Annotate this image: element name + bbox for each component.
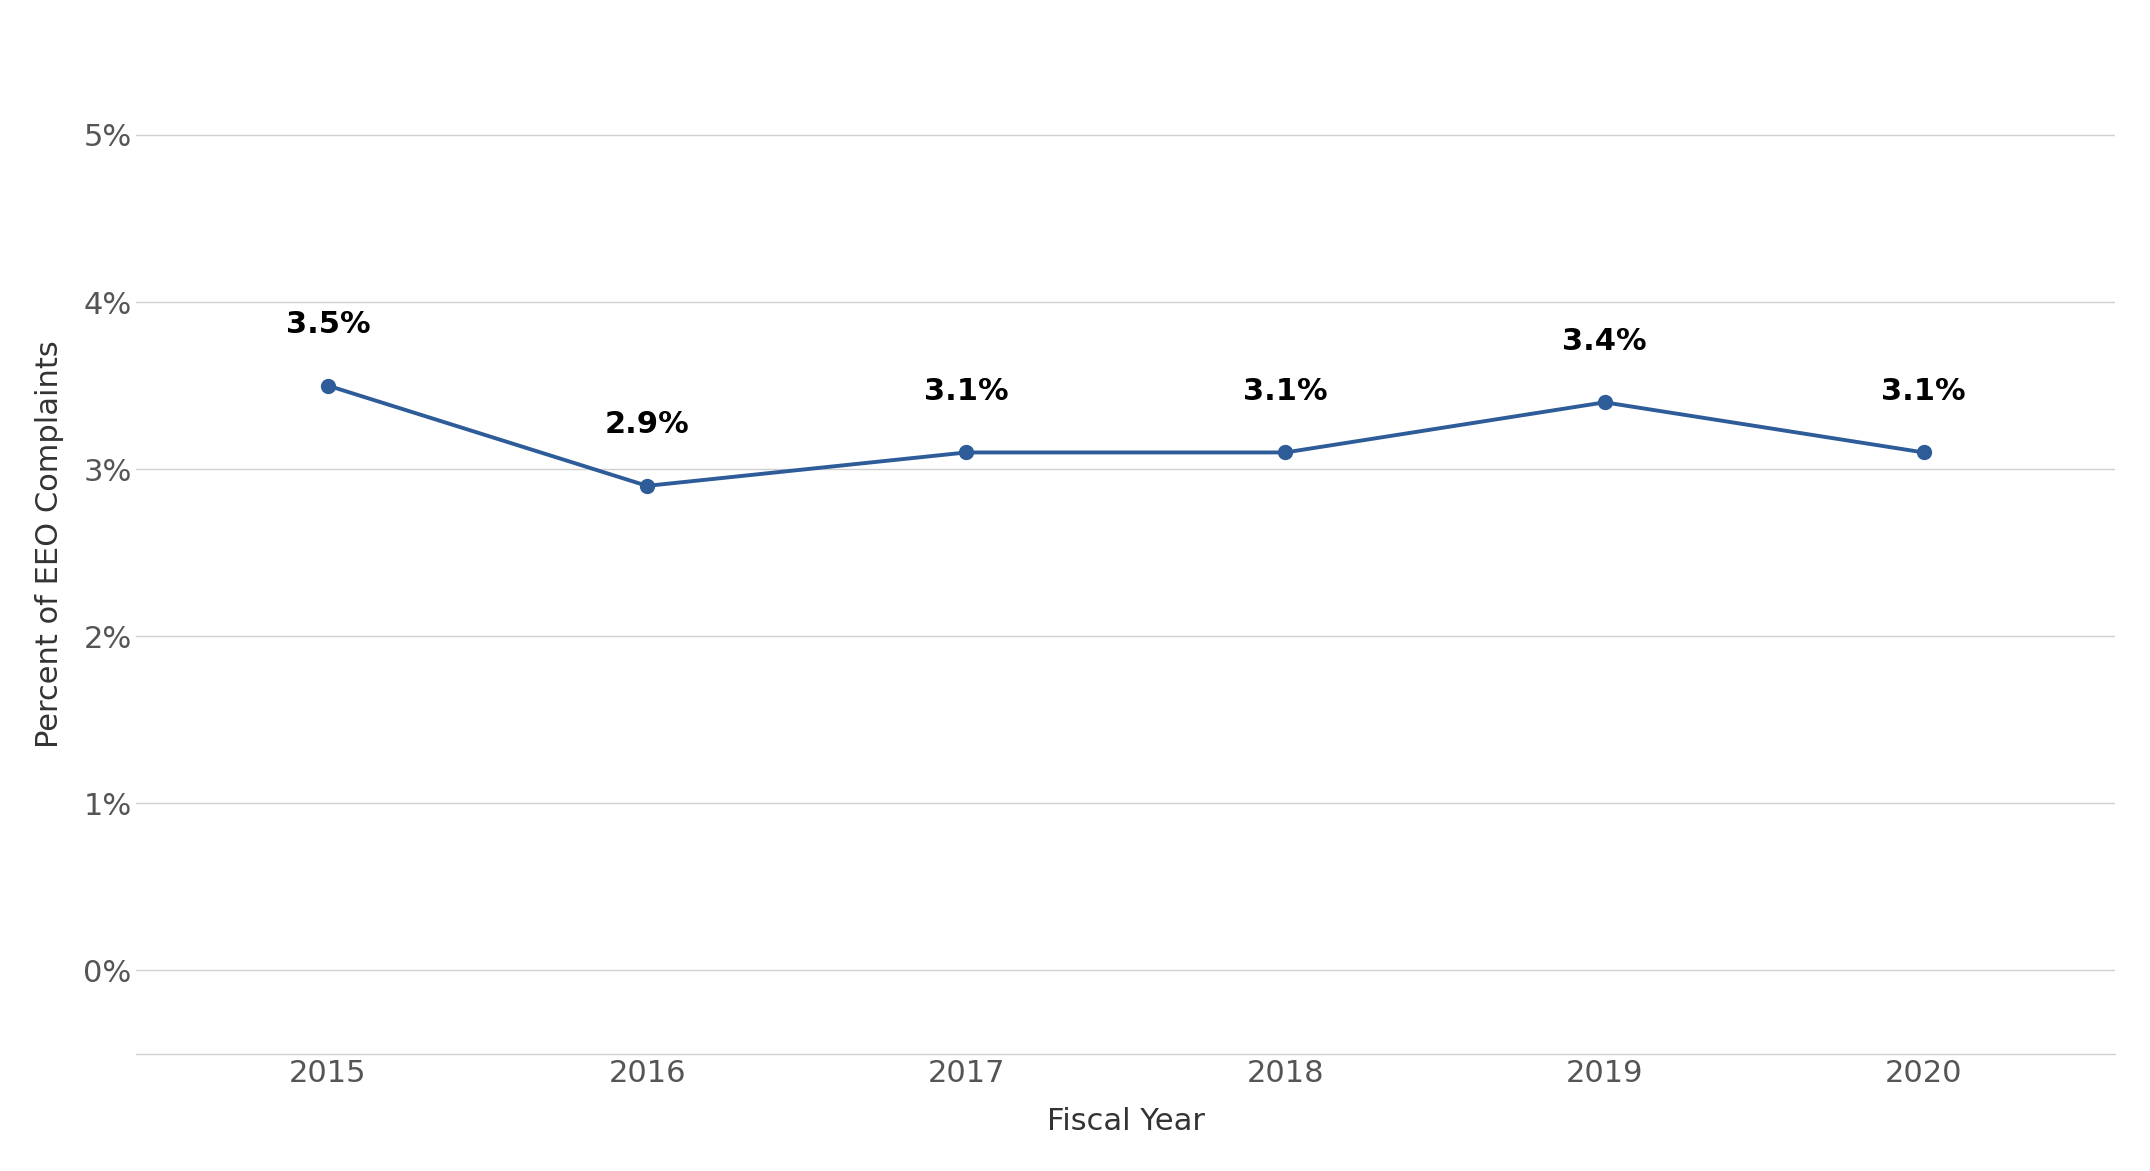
Text: 3.1%: 3.1% bbox=[1881, 377, 1965, 405]
Text: 2.9%: 2.9% bbox=[604, 410, 690, 439]
Text: 3.4%: 3.4% bbox=[1563, 327, 1647, 356]
X-axis label: Fiscal Year: Fiscal Year bbox=[1047, 1108, 1204, 1136]
Y-axis label: Percent of EEO Complaints: Percent of EEO Complaints bbox=[34, 341, 64, 748]
Text: 3.1%: 3.1% bbox=[1243, 377, 1329, 405]
Text: 3.5%: 3.5% bbox=[286, 310, 370, 338]
Text: 3.1%: 3.1% bbox=[924, 377, 1008, 405]
